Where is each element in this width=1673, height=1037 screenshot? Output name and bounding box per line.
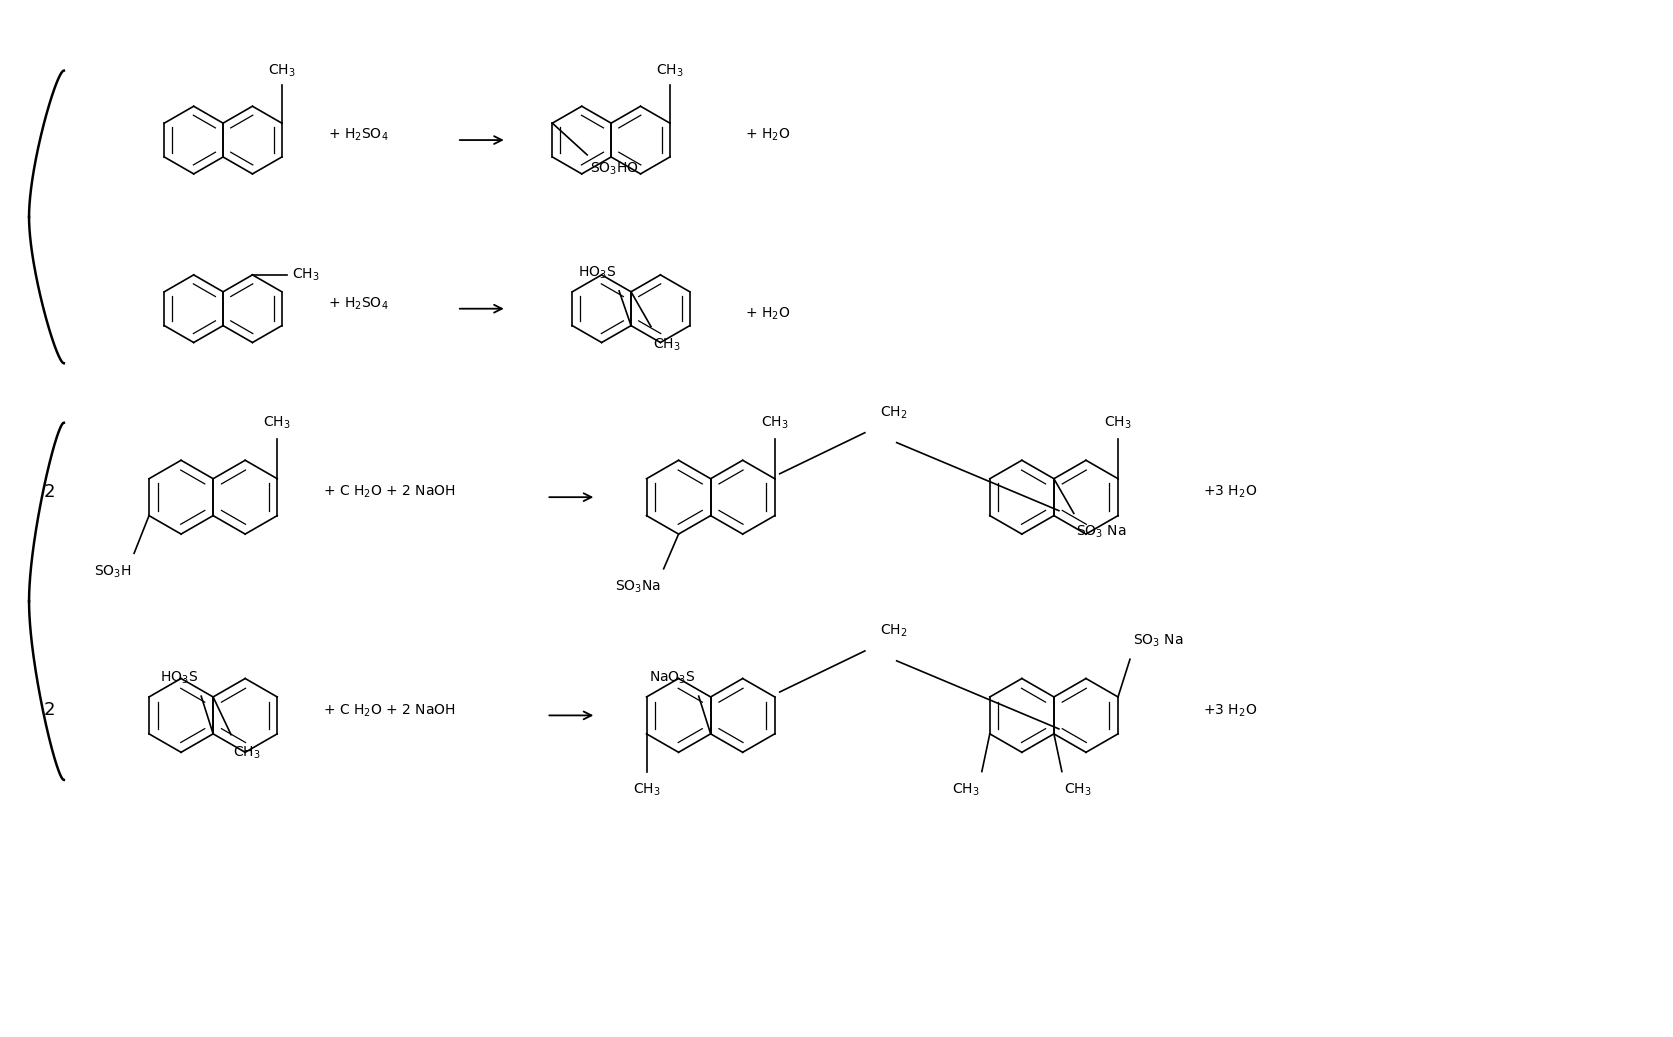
Text: SO$_3$ Na: SO$_3$ Na	[1133, 633, 1183, 649]
Text: CH$_3$: CH$_3$	[652, 336, 681, 353]
Text: CH$_3$: CH$_3$	[1064, 782, 1091, 797]
Text: 2: 2	[43, 701, 55, 720]
Text: + C H$_2$O + 2 NaOH: + C H$_2$O + 2 NaOH	[323, 702, 455, 719]
Text: CH$_3$: CH$_3$	[632, 782, 659, 797]
Text: SO$_3$H: SO$_3$H	[94, 563, 130, 580]
Text: SO$_3$HO: SO$_3$HO	[591, 161, 639, 177]
Text: CH$_2$: CH$_2$	[880, 404, 907, 421]
Text: SO$_3$ Na: SO$_3$ Na	[1076, 524, 1126, 540]
Text: CH$_3$: CH$_3$	[952, 782, 979, 797]
Text: HO$_3$S: HO$_3$S	[577, 264, 616, 281]
Text: + H$_2$O: + H$_2$O	[744, 127, 790, 143]
Text: + H$_2$O: + H$_2$O	[744, 306, 790, 321]
Text: HO$_3$S: HO$_3$S	[161, 670, 197, 686]
Text: SO$_3$Na: SO$_3$Na	[614, 579, 661, 595]
Text: CH$_2$: CH$_2$	[880, 622, 907, 639]
Text: + H$_2$SO$_4$: + H$_2$SO$_4$	[328, 296, 388, 312]
Text: CH$_3$: CH$_3$	[263, 415, 291, 431]
Text: CH$_3$: CH$_3$	[656, 62, 683, 79]
Text: CH$_3$: CH$_3$	[761, 415, 788, 431]
Text: CH$_3$: CH$_3$	[293, 267, 320, 283]
Text: CH$_3$: CH$_3$	[233, 745, 261, 761]
Text: CH$_3$: CH$_3$	[268, 62, 296, 79]
Text: NaO$_3$S: NaO$_3$S	[649, 670, 696, 686]
Text: +3 H$_2$O: +3 H$_2$O	[1203, 702, 1256, 719]
Text: +3 H$_2$O: +3 H$_2$O	[1203, 484, 1256, 501]
Text: CH$_3$: CH$_3$	[1104, 415, 1131, 431]
Text: + H$_2$SO$_4$: + H$_2$SO$_4$	[328, 127, 388, 143]
Text: + C H$_2$O + 2 NaOH: + C H$_2$O + 2 NaOH	[323, 484, 455, 501]
Text: 2: 2	[43, 483, 55, 501]
